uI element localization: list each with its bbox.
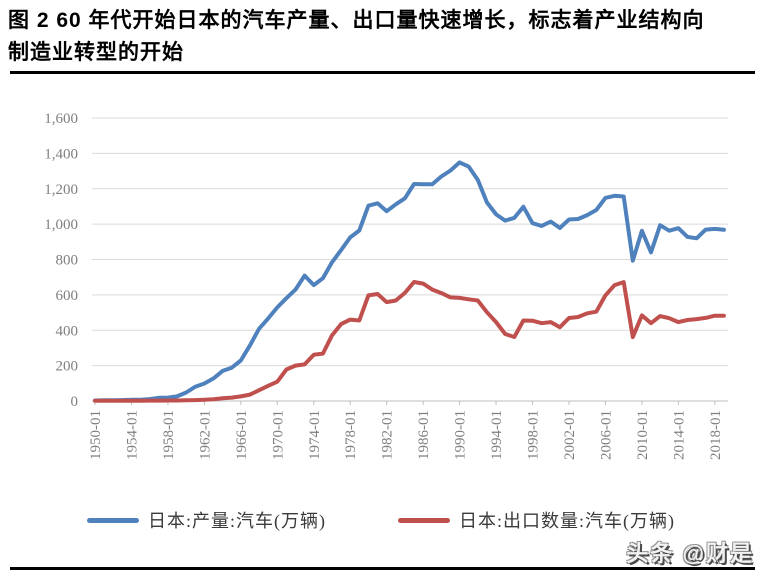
watermark: 头条 @财是 — [626, 541, 754, 566]
y-tick-label: 1,600 — [44, 111, 78, 127]
figure-title-line2: 制造业转型的开始 — [8, 41, 184, 64]
x-tick-label: 1958-01 — [161, 410, 177, 460]
x-tick-label: 2014-01 — [671, 410, 687, 460]
y-tick-label: 600 — [56, 288, 79, 304]
x-tick-label: 1970-01 — [270, 410, 286, 460]
title-divider-rule — [10, 71, 755, 74]
legend-line-swatch-exports — [398, 517, 450, 523]
legend-label-exports: 日本:出口数量:汽车(万辆) — [459, 511, 675, 531]
x-tick-label: 1986-01 — [416, 410, 432, 460]
bottom-rule — [10, 567, 755, 570]
x-tick-label: 1962-01 — [197, 410, 213, 460]
x-tick-label: 2018-01 — [708, 410, 724, 460]
legend-label-production: 日本:产量:汽车(万辆) — [148, 511, 326, 531]
legend-item-production: 日本:产量:汽车(万辆) — [87, 507, 326, 533]
series-line-exports — [93, 280, 726, 403]
series-line-production — [93, 160, 726, 403]
x-tick-label: 1998-01 — [526, 410, 542, 460]
legend-line-swatch-production — [87, 517, 139, 523]
x-tick-label: 2002-01 — [562, 410, 578, 460]
y-tick-label: 200 — [56, 359, 79, 375]
legend-item-exports: 日本:出口数量:汽车(万辆) — [398, 507, 675, 533]
x-tick-label: 1994-01 — [489, 410, 505, 460]
y-tick-label: 1,400 — [44, 146, 78, 162]
y-tick-label: 1,000 — [44, 217, 78, 233]
y-tick-label: 0 — [71, 394, 79, 410]
x-tick-label: 1974-01 — [307, 410, 323, 460]
figure-title-line1: 图 2 60 年代开始日本的汽车产量、出口量快速增长，标志着产业结构向 — [8, 9, 705, 32]
x-tick-label: 1978-01 — [343, 410, 359, 460]
chart-legend: 日本:产量:汽车(万辆) 日本:出口数量:汽车(万辆) — [0, 507, 762, 533]
x-tick-label: 1966-01 — [234, 410, 250, 460]
x-tick-label: 2010-01 — [635, 410, 651, 460]
x-tick-label: 1990-01 — [453, 410, 469, 460]
y-tick-label: 1,200 — [44, 182, 78, 198]
y-tick-label: 800 — [56, 253, 79, 269]
x-tick-label: 2006-01 — [598, 410, 614, 460]
x-tick-label: 1982-01 — [380, 410, 396, 460]
x-tick-label: 1954-01 — [124, 410, 140, 460]
y-tick-label: 400 — [56, 323, 79, 339]
x-tick-label: 1950-01 — [88, 410, 104, 460]
